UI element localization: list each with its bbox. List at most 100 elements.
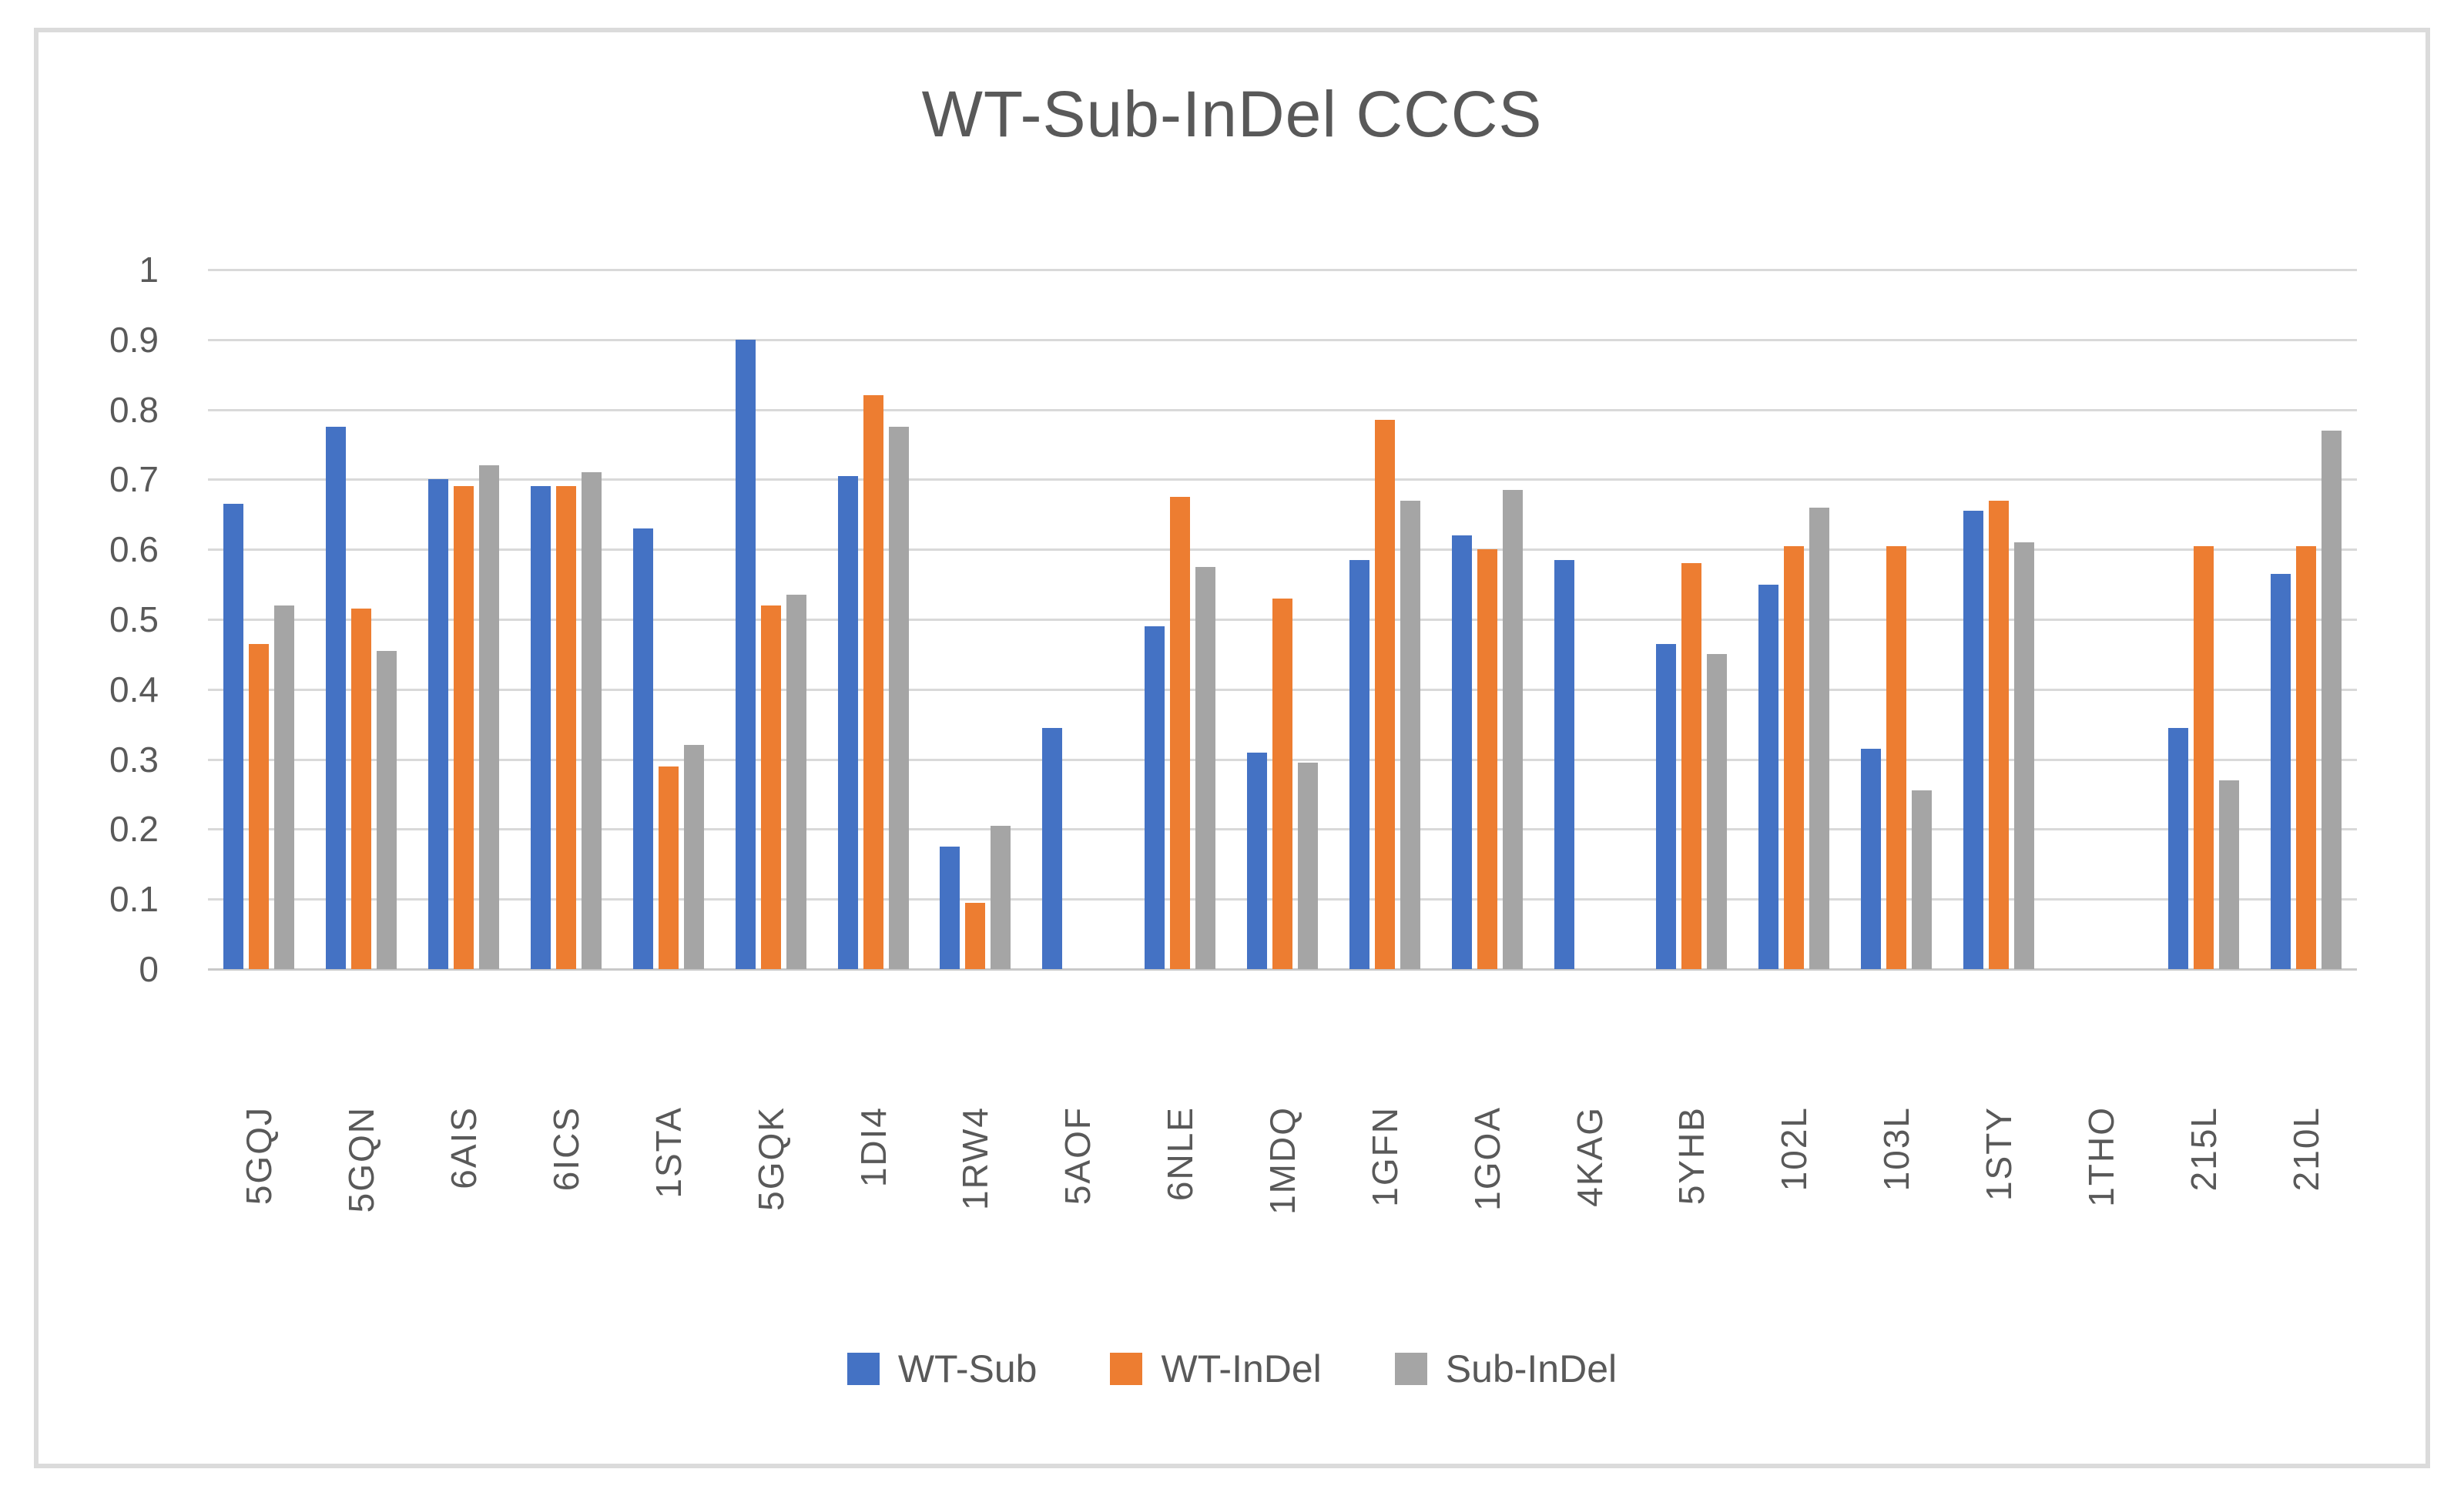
bar-Sub-InDel-1STY [2014, 542, 2035, 969]
x-axis-cell: 215L [2152, 1106, 2254, 1314]
x-axis-cell: 6NLE [1129, 1106, 1232, 1314]
bar-WT-Sub-5AOF [1042, 728, 1063, 969]
bar-WT-Sub-4KAG [1554, 560, 1574, 969]
gridline-0 [208, 968, 2357, 971]
bar-WT-InDel-102L [1784, 546, 1805, 969]
bar-Sub-InDel-1DI4 [888, 427, 909, 969]
bar-group-103L [1845, 270, 1948, 969]
chart-title: WT-Sub-InDel CCCS [921, 78, 1543, 150]
bar-group-1RW4 [924, 270, 1027, 969]
bar-Sub-InDel-6AIS [479, 465, 500, 969]
bar-WT-InDel-1STY [1989, 501, 2010, 969]
x-axis-cell: 1DI4 [822, 1106, 924, 1314]
legend-swatch-icon [1394, 1353, 1427, 1385]
bar-WT-Sub-1MDQ [1247, 753, 1268, 969]
y-axis-tick-label: 0.3 [109, 739, 159, 780]
bar-WT-InDel-1GOA [1477, 549, 1497, 969]
bar-WT-Sub-5GQJ [223, 504, 244, 969]
bar-WT-Sub-1STA [632, 528, 653, 969]
gridline-1 [208, 269, 2357, 271]
bar-group-6AIS [413, 270, 515, 969]
x-axis-cell: 1RW4 [924, 1106, 1027, 1314]
x-axis-cell: 6AIS [413, 1106, 515, 1314]
x-axis-label-1STA: 1STA [648, 1106, 689, 1199]
bar-WT-InDel-1DI4 [863, 395, 883, 969]
bar-WT-Sub-1RW4 [940, 847, 960, 969]
x-axis-label-1RW4: 1RW4 [955, 1106, 996, 1210]
bar-WT-InDel-6ICS [556, 486, 576, 969]
bar-WT-Sub-5GQK [735, 340, 756, 969]
gridline-0.6 [208, 548, 2357, 552]
legend-label: WT-Sub [897, 1347, 1038, 1390]
x-axis-cell: 1GFN [1333, 1106, 1436, 1314]
bar-Sub-InDel-1GFN [1400, 501, 1420, 969]
bar-WT-Sub-5YHB [1656, 644, 1677, 969]
bar-WT-Sub-1GOA [1451, 535, 1472, 969]
x-axis-cell: 6ICS [515, 1106, 618, 1314]
bar-group-1STA [617, 270, 719, 969]
y-axis-tick-label: 0.5 [109, 599, 159, 639]
y-axis-tick-label: 0.1 [109, 879, 159, 920]
legend-item-WT-Sub: WT-Sub [846, 1347, 1038, 1391]
bar-Sub-InDel-1STA [683, 745, 704, 969]
y-axis-tick-label: 1 [139, 250, 159, 290]
bar-WT-Sub-1STY [1963, 511, 1984, 969]
bar-group-1MDQ [1232, 270, 1334, 969]
bar-WT-InDel-6AIS [454, 486, 474, 969]
y-axis-tick-label: 0 [139, 949, 159, 989]
bar-group-5AOF [1027, 270, 1129, 969]
x-axis-cell: 210L [2254, 1106, 2357, 1314]
bar-WT-InDel-1STA [658, 766, 679, 969]
bar-WT-Sub-102L [1758, 585, 1779, 969]
bar-group-1STY [1948, 270, 2050, 969]
bar-WT-Sub-103L [1861, 749, 1882, 969]
x-axis-label-4KAG: 4KAG [1569, 1106, 1610, 1207]
bar-Sub-InDel-6ICS [582, 472, 602, 969]
x-axis-label-5YHB: 5YHB [1671, 1106, 1712, 1206]
bar-WT-Sub-210L [2270, 574, 2291, 969]
bar-WT-InDel-1RW4 [965, 903, 986, 969]
x-axis-label-1STY: 1STY [1979, 1106, 2020, 1202]
bar-group-6ICS [515, 270, 618, 969]
legend-swatch-icon [1110, 1353, 1143, 1385]
x-axis-label-1THO: 1THO [2080, 1106, 2121, 1207]
bar-group-1GOA [1436, 270, 1538, 969]
x-axis-cell: 103L [1845, 1106, 1948, 1314]
bar-WT-InDel-5YHB [1681, 563, 1702, 969]
bar-group-1DI4 [822, 270, 924, 969]
y-axis-tick-label: 0.6 [109, 529, 159, 570]
bar-WT-Sub-6AIS [428, 479, 449, 969]
bar-Sub-InDel-210L [2321, 431, 2342, 969]
bar-group-102L [1743, 270, 1845, 969]
x-axis-label-5AOF: 5AOF [1058, 1106, 1098, 1206]
x-axis-label-6AIS: 6AIS [444, 1106, 484, 1189]
x-axis-cell: 4KAG [1538, 1106, 1641, 1314]
plot-area [208, 269, 2357, 971]
bar-group-5YHB [1641, 270, 1743, 969]
bar-WT-InDel-1GFN [1374, 420, 1395, 969]
x-axis-label-5GQJ: 5GQJ [239, 1106, 280, 1206]
bar-WT-Sub-215L [2167, 728, 2188, 969]
bar-group-5GQN [310, 270, 413, 969]
x-axis-label-210L: 210L [2285, 1106, 2326, 1192]
x-axis-label-215L: 215L [2183, 1106, 2224, 1192]
bar-Sub-InDel-103L [1912, 790, 1933, 969]
bar-Sub-InDel-1MDQ [1298, 763, 1319, 969]
bar-Sub-InDel-6NLE [1195, 567, 1216, 969]
x-axis-label-1MDQ: 1MDQ [1262, 1106, 1303, 1215]
bar-group-1THO [2050, 270, 2152, 969]
bar-WT-InDel-6NLE [1170, 497, 1191, 969]
x-axis-cell: 1GOA [1436, 1106, 1538, 1314]
bar-WT-InDel-5GQJ [249, 644, 270, 969]
legend-item-Sub-InDel: Sub-InDel [1394, 1347, 1617, 1391]
x-axis-cell: 5AOF [1027, 1106, 1129, 1314]
legend-item-WT-InDel: WT-InDel [1110, 1347, 1322, 1391]
x-axis-label-1GFN: 1GFN [1364, 1106, 1405, 1207]
bar-Sub-InDel-1RW4 [991, 826, 1011, 969]
bar-WT-InDel-103L [1886, 546, 1907, 969]
x-axis-label-6ICS: 6ICS [546, 1106, 586, 1192]
x-axis-cell: 5YHB [1641, 1106, 1743, 1314]
bar-group-5GQK [719, 270, 822, 969]
bar-WT-Sub-1GFN [1349, 560, 1369, 969]
x-axis-cell: 5GQJ [208, 1106, 310, 1314]
